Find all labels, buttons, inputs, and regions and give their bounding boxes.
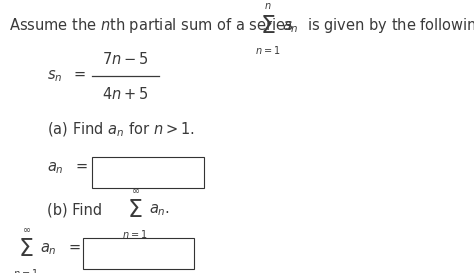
Text: $n = 1$: $n = 1$	[255, 44, 281, 56]
Text: (b) Find: (b) Find	[47, 203, 102, 218]
Text: $n$: $n$	[264, 1, 272, 11]
Text: $n = 1$: $n = 1$	[13, 267, 39, 273]
Text: $\infty$: $\infty$	[131, 185, 139, 195]
Text: $a_n.$: $a_n.$	[149, 202, 170, 218]
Text: $\Sigma$: $\Sigma$	[128, 198, 143, 222]
Text: $\infty$: $\infty$	[22, 224, 30, 234]
Text: $\Sigma$: $\Sigma$	[260, 14, 275, 38]
Text: $\Sigma$: $\Sigma$	[18, 237, 34, 261]
Text: Assume the $\it{n}$th partial sum of a series: Assume the $\it{n}$th partial sum of a s…	[9, 16, 293, 35]
Text: $7n - 5$: $7n - 5$	[102, 51, 149, 67]
Text: (a) Find $a_n$ for $n > 1$.: (a) Find $a_n$ for $n > 1$.	[47, 120, 195, 139]
FancyBboxPatch shape	[83, 238, 194, 269]
Text: $4n + 5$: $4n + 5$	[102, 86, 149, 102]
Text: $a_n$  $=$: $a_n$ $=$	[47, 160, 88, 176]
Text: $a_n$  is given by the following:: $a_n$ is given by the following:	[282, 16, 474, 35]
Text: $a_n$  $=$: $a_n$ $=$	[40, 241, 81, 257]
Text: $s_n$  $=$: $s_n$ $=$	[47, 69, 87, 84]
Text: $n = 1$: $n = 1$	[122, 228, 148, 240]
FancyBboxPatch shape	[92, 157, 204, 188]
